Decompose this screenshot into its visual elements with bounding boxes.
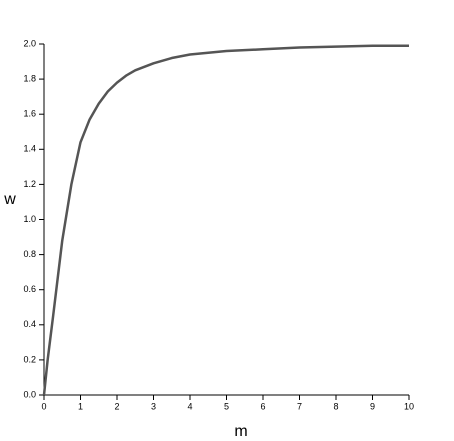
y-tick-label: 0.0 [23,389,36,399]
x-tick-label: 7 [297,401,302,411]
y-tick-label: 0.4 [23,319,36,329]
line [42,44,409,396]
y-tick-label: 0.8 [23,249,36,259]
x-tick-label: 0 [41,401,46,411]
x-tick-label: 3 [151,401,156,411]
y-tick-label: 1.2 [23,179,36,189]
y-tick-label: 0.2 [23,354,36,364]
y-tick-label: 1.0 [23,214,36,224]
y-tick-label: 1.8 [23,73,36,83]
x-tick-label: 1 [78,401,83,411]
y-tick-label: 2.0 [23,38,36,48]
y-axis-title: w [3,191,16,208]
x-tick-label: 10 [404,401,414,411]
x-tick-label: 8 [333,401,338,411]
y-tick-label: 1.4 [23,144,36,154]
x-tick-label: 6 [260,401,265,411]
x-tick-label: 5 [224,401,229,411]
x-tick-label: 4 [187,401,192,411]
y-tick-label: 1.6 [23,109,36,119]
y-tick-label: 0.6 [23,284,36,294]
x-axis-title: m [234,423,247,440]
x-tick-label: 9 [370,401,375,411]
x-tick-label: 2 [114,401,119,411]
